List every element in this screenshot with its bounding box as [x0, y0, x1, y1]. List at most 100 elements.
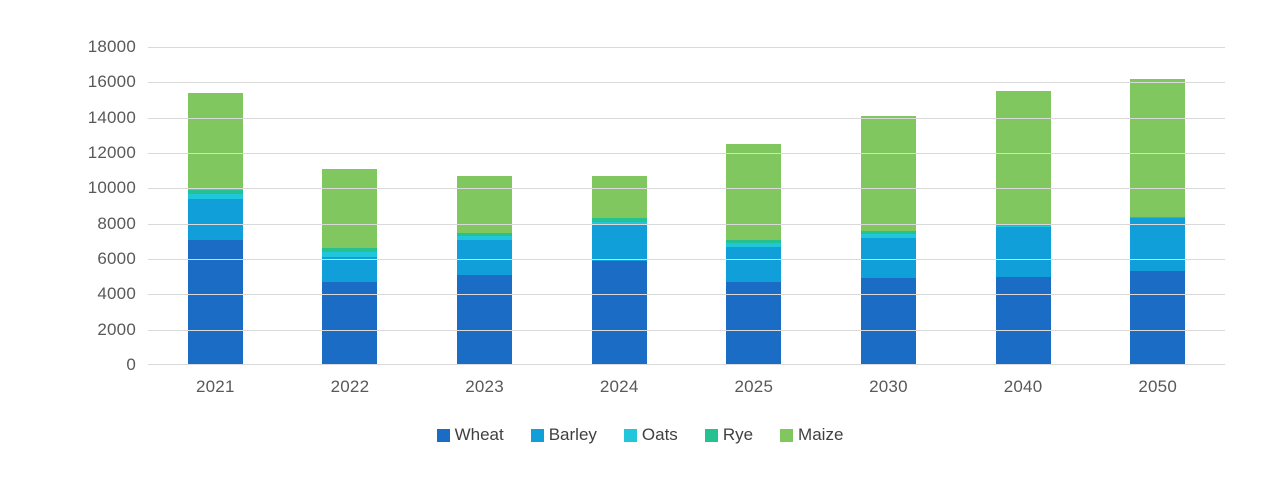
- bar-segment-2024-barley: [591, 225, 647, 261]
- gridline-0: [148, 364, 1225, 365]
- legend-label: Barley: [548, 425, 597, 444]
- bar-segment-2050-maize: [1130, 78, 1186, 217]
- legend-label: Wheat: [454, 425, 504, 444]
- bar-segment-2022-barley: [322, 257, 378, 282]
- bar-segment-2030-maize: [860, 115, 916, 231]
- bar-segment-2021-wheat: [187, 239, 243, 365]
- y-tick-label: 8000: [97, 213, 136, 233]
- y-tick-label: 14000: [87, 107, 136, 127]
- bar-segment-2025-oats: [726, 243, 782, 247]
- bar-slot-2022: [283, 47, 418, 365]
- bar-segment-2025-wheat: [726, 281, 782, 365]
- bar-segment-2021-rye: [187, 190, 243, 194]
- bar-segment-2025-maize: [726, 144, 782, 240]
- legend-item-rye: Rye: [704, 425, 754, 445]
- y-tick-label: 0: [126, 355, 136, 374]
- x-tick-label-2030: 2030: [869, 377, 908, 396]
- bar-segment-2025-barley: [726, 246, 782, 282]
- gridline-10000: [148, 188, 1225, 190]
- bar-segment-2050-oats: [1130, 217, 1186, 219]
- gridline-16000: [148, 82, 1225, 84]
- y-tick-label: 2000: [97, 319, 136, 339]
- legend-label: Maize: [798, 425, 844, 444]
- bar-segment-2040-rye: [995, 225, 1051, 227]
- legend-swatch-icon: [780, 428, 794, 442]
- x-axis: 2021 2022 2023 2024 2025 2030 2040 2050: [148, 377, 1225, 397]
- bar-slot-2025: [687, 47, 822, 365]
- bar-segment-2022-oats: [322, 251, 378, 258]
- y-tick-label: 6000: [97, 249, 136, 268]
- bar-segment-2023-barley: [457, 239, 513, 275]
- legend-item-oats: Oats: [623, 425, 678, 445]
- bar-segment-2030-rye: [860, 230, 916, 235]
- x-tick-label-2022: 2022: [330, 377, 370, 396]
- legend-swatch-icon: [704, 428, 718, 442]
- legend-swatch-icon: [436, 428, 450, 442]
- y-tick-label: 18000: [87, 37, 136, 56]
- bar-slot-2024: [552, 47, 687, 365]
- bar-segment-2021-barley: [187, 198, 243, 240]
- bar-segment-2025-rye: [726, 239, 782, 244]
- legend-label: Oats: [641, 425, 678, 444]
- bar-slot-2021: [148, 47, 283, 365]
- y-axis: 0 2000 4000 6000 8000 10000 12000 14000 16000 180…: [0, 37, 136, 374]
- bar-segment-2030-oats: [860, 234, 916, 238]
- bar-slot-2040: [956, 47, 1091, 365]
- gridline-14000: [148, 117, 1225, 119]
- bar-segment-2023-oats: [457, 236, 513, 240]
- legend-item-maize: Maize: [780, 425, 843, 445]
- bar-segment-2040-wheat: [995, 276, 1051, 365]
- bar-2024: [591, 47, 647, 365]
- bar-2030: [860, 47, 916, 365]
- x-tick-label-2021: 2021: [196, 377, 235, 396]
- bar-slot-2023: [417, 47, 552, 365]
- bar-segment-2021-oats: [187, 193, 243, 199]
- x-tick-label-2025: 2025: [734, 377, 774, 396]
- bar-segment-2050-wheat: [1130, 271, 1186, 365]
- bar-segment-2050-barley: [1130, 218, 1186, 272]
- y-tick-label: 16000: [87, 72, 136, 92]
- x-tick-label-2050: 2050: [1138, 377, 1177, 396]
- bar-segment-2021-maize: [187, 92, 243, 191]
- legend-item-barley: Barley: [530, 425, 597, 445]
- bar-2021: [187, 47, 243, 365]
- gridline-18000: [148, 47, 1225, 48]
- bar-segment-2023-maize: [457, 175, 513, 233]
- y-tick-label: 4000: [97, 284, 136, 304]
- plot-area: [148, 47, 1225, 365]
- y-tick-label: 10000: [87, 178, 136, 198]
- bar-segment-2040-oats: [995, 226, 1051, 228]
- legend-swatch-icon: [623, 428, 637, 442]
- bar-segment-2022-rye: [322, 248, 378, 252]
- bar-segment-2040-barley: [995, 227, 1051, 277]
- y-tick-label: 12000: [87, 143, 136, 162]
- legend-item-wheat: Wheat: [436, 425, 504, 445]
- bar-2040: [995, 47, 1051, 365]
- bar-2023: [457, 47, 513, 365]
- gridline-6000: [148, 259, 1225, 261]
- bar-segment-2040-maize: [995, 91, 1051, 226]
- bar-segment-2030-barley: [860, 237, 916, 279]
- bar-segment-2023-wheat: [457, 274, 513, 365]
- bar-2050: [1130, 47, 1186, 365]
- legend: Wheat Barley Oats Rye Maize: [0, 425, 1280, 445]
- bar-segment-2030-wheat: [860, 278, 916, 365]
- legend-swatch-icon: [530, 428, 544, 442]
- bar-slot-2030: [821, 47, 956, 365]
- bar-segment-2022-wheat: [322, 281, 378, 365]
- bar-slot-2050: [1090, 47, 1225, 365]
- bar-2025: [726, 47, 782, 365]
- bar-segment-2022-maize: [322, 168, 378, 249]
- gridline-12000: [148, 153, 1225, 155]
- bar-segment-2050-rye: [1130, 216, 1186, 218]
- legend-label: Rye: [722, 425, 754, 444]
- x-tick-label-2023: 2023: [465, 377, 504, 396]
- bars-row: [148, 47, 1225, 365]
- bar-2022: [322, 47, 378, 365]
- gridline-2000: [148, 329, 1225, 331]
- bar-segment-2024-rye: [591, 218, 647, 222]
- gridline-8000: [148, 223, 1225, 225]
- bar-segment-2024-wheat: [591, 260, 647, 365]
- bar-segment-2024-maize: [591, 176, 647, 219]
